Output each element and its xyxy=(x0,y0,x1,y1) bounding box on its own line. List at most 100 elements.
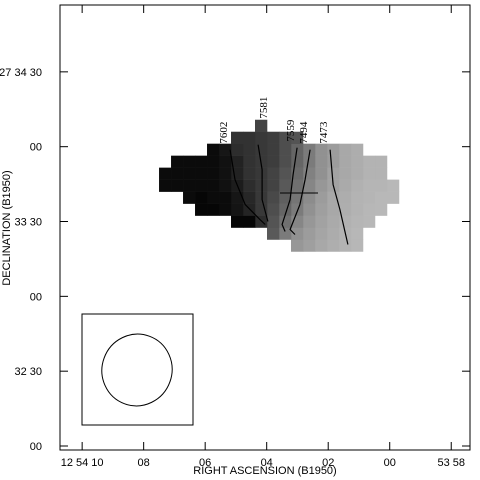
pixel xyxy=(362,203,376,216)
pixel xyxy=(255,119,268,133)
pixel xyxy=(374,179,388,192)
pixel xyxy=(231,155,244,168)
pixel xyxy=(195,167,208,180)
pixel xyxy=(350,155,364,168)
pixel xyxy=(314,143,328,156)
pixel xyxy=(266,227,280,240)
pixel xyxy=(183,167,196,180)
pixel xyxy=(290,179,304,192)
pixel xyxy=(278,143,292,156)
contour-label: 7473 xyxy=(318,121,330,144)
pixel xyxy=(338,203,352,216)
pixel xyxy=(183,179,196,192)
pixel xyxy=(314,203,328,216)
pixel xyxy=(207,155,220,168)
pixel xyxy=(255,179,268,192)
pixel xyxy=(326,155,340,168)
pixel xyxy=(362,155,376,168)
pixel xyxy=(243,155,256,168)
y-axis-label: DECLINATION (B1950) xyxy=(1,170,13,285)
pixel xyxy=(278,167,292,180)
pixel xyxy=(183,191,196,204)
pixel xyxy=(350,167,364,180)
pixel xyxy=(207,179,220,192)
pixel xyxy=(338,155,352,168)
pixel xyxy=(314,191,328,204)
pixel xyxy=(338,167,352,180)
pixel xyxy=(326,215,340,228)
pixel xyxy=(302,191,316,204)
pixel xyxy=(338,239,352,252)
pixel xyxy=(302,215,316,228)
pixel xyxy=(326,203,340,216)
pixel xyxy=(350,179,364,192)
pixel xyxy=(278,215,292,228)
pixel xyxy=(171,155,184,168)
pixel xyxy=(231,215,244,228)
contour-label: 7559 xyxy=(285,119,297,142)
pixel xyxy=(350,143,364,156)
x-tick-label: 53 58 xyxy=(437,457,465,469)
pixel xyxy=(326,239,340,252)
pixel xyxy=(231,203,244,216)
pixel xyxy=(302,179,316,192)
x-tick-label: 00 xyxy=(384,457,396,469)
pixel xyxy=(386,191,400,204)
pixel xyxy=(266,143,280,156)
pixel xyxy=(255,167,268,180)
pixel xyxy=(255,131,268,144)
pixel xyxy=(314,215,328,228)
pixel xyxy=(243,191,256,204)
pixel xyxy=(231,131,244,144)
beam-box xyxy=(81,313,194,426)
pixel xyxy=(195,191,208,204)
contour xyxy=(281,147,298,232)
pixel xyxy=(314,155,328,168)
beam xyxy=(101,333,173,407)
pixel xyxy=(374,191,388,204)
pixel xyxy=(338,215,352,228)
y-tick-label: 00 xyxy=(30,142,42,154)
pixel xyxy=(266,215,280,228)
pixel xyxy=(350,203,364,216)
pixel xyxy=(374,155,388,168)
pixel xyxy=(338,179,352,192)
contour xyxy=(229,149,266,225)
pixel xyxy=(290,131,304,144)
pixel xyxy=(231,191,244,204)
pixel xyxy=(290,239,304,252)
pixel xyxy=(219,167,232,180)
pixel xyxy=(159,179,172,192)
pixel xyxy=(255,143,268,156)
y-tick-label: 00 xyxy=(30,441,42,453)
pixel xyxy=(362,215,376,228)
pixel xyxy=(350,227,364,240)
y-tick-label: 27 34 30 xyxy=(0,67,42,79)
pixel xyxy=(243,131,256,144)
pixel xyxy=(278,155,292,168)
pixel xyxy=(171,167,184,180)
pixel xyxy=(219,155,232,168)
pixel xyxy=(266,167,280,180)
pixel xyxy=(266,131,280,144)
pixel xyxy=(219,203,232,216)
pixel xyxy=(243,215,256,228)
pixel xyxy=(374,203,388,216)
pixel xyxy=(314,167,328,180)
pixel xyxy=(302,143,316,156)
pixel xyxy=(207,167,220,180)
pixel xyxy=(207,143,220,156)
pixel xyxy=(266,191,280,204)
contour-label: 7494 xyxy=(298,121,310,144)
x-tick-label: 06 xyxy=(199,457,211,469)
pixel xyxy=(255,215,268,228)
pixel xyxy=(278,179,292,192)
pixel xyxy=(326,227,340,240)
pixel xyxy=(278,191,292,204)
pixel xyxy=(362,191,376,204)
contour-label: 7602 xyxy=(218,122,230,144)
pixel xyxy=(314,239,328,252)
pixel xyxy=(290,227,304,240)
contour xyxy=(329,149,349,245)
